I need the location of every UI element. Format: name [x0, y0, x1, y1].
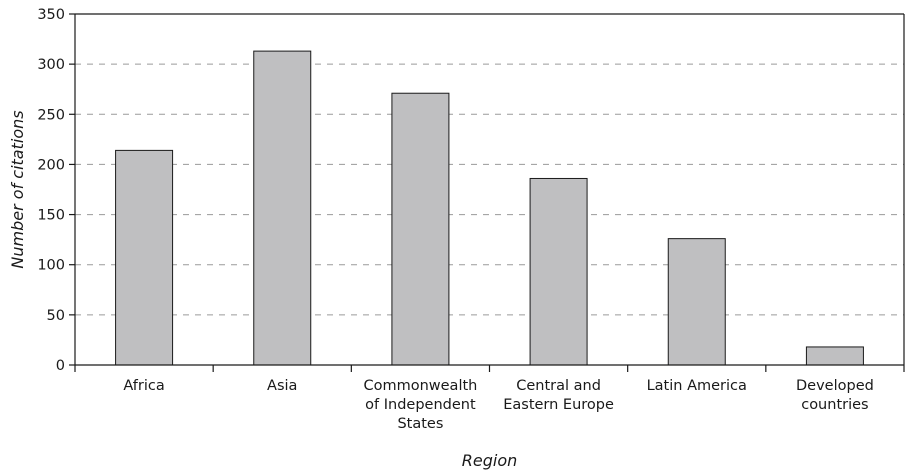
x-category-label-3: Central and Eastern Europe — [503, 378, 614, 413]
y-tick-label-0: 0 — [56, 358, 65, 374]
y-tick-label-100: 100 — [37, 258, 65, 274]
bar-commonwealth-of-independent-states — [391, 92, 450, 366]
y-tick-label-150: 150 — [37, 208, 65, 224]
x-category-label-0: Africa — [123, 378, 164, 394]
y-tick-label-350: 350 — [37, 7, 65, 23]
bar-africa — [115, 149, 174, 366]
bars — [115, 50, 864, 366]
y-tick-label-200: 200 — [37, 157, 65, 173]
y-axis-title: Number of citations — [8, 110, 27, 268]
x-category-labels: Africa Asia Commonwealth of Independent Stat… — [123, 378, 873, 432]
y-tick-label-50: 50 — [47, 308, 65, 324]
bar-asia — [253, 50, 312, 366]
x-category-label-4: Latin America — [647, 378, 747, 394]
bar-developed-countries — [805, 346, 864, 366]
bar-central-and-eastern-europe — [529, 177, 588, 366]
y-tick-labels: 0 50 100 150 200 250 300 350 — [37, 7, 65, 374]
x-category-label-1: Asia — [267, 378, 297, 394]
bar-latin-america — [667, 238, 726, 366]
x-category-label-5: Developed countries — [796, 378, 874, 413]
x-axis-title: Region — [462, 451, 518, 470]
y-tick-label-250: 250 — [37, 107, 65, 123]
y-tick-label-300: 300 — [37, 57, 65, 73]
axes — [69, 13, 905, 372]
gridlines — [75, 63, 904, 316]
x-category-label-2: Commonwealth of Independent States — [363, 378, 477, 432]
